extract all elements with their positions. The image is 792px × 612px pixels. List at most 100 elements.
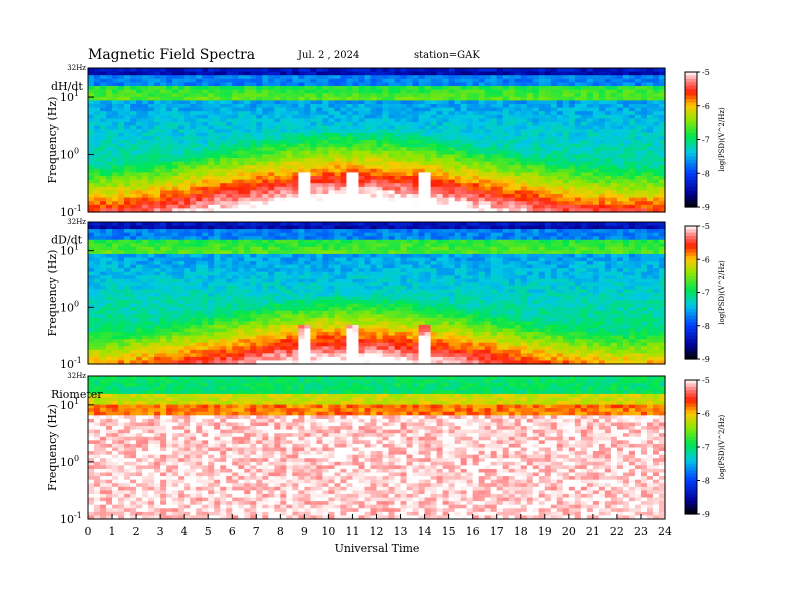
heat-cell <box>100 183 107 188</box>
heat-cell <box>232 201 239 206</box>
heat-cell <box>88 143 95 148</box>
heat-cell <box>106 285 113 291</box>
heat-cell <box>178 300 185 305</box>
heat-cell <box>334 107 342 112</box>
heat-cell <box>478 140 486 145</box>
heat-cell <box>364 143 372 148</box>
heat-cell <box>406 129 414 134</box>
heat-cell <box>184 208 191 213</box>
heat-cell <box>232 111 239 116</box>
heat-cell <box>334 89 342 94</box>
heat-cell <box>436 140 444 145</box>
heat-cell <box>346 82 354 87</box>
heat-cell <box>208 310 215 315</box>
heat-cell <box>334 165 342 170</box>
heat-cell <box>652 154 660 159</box>
heat-cell <box>112 222 119 227</box>
heat-cell <box>160 183 167 188</box>
heat-cell <box>550 104 558 109</box>
heat-cell <box>250 78 257 83</box>
heat-cell <box>106 147 113 152</box>
heat-cell <box>220 78 227 83</box>
heat-cell <box>238 360 245 365</box>
heat-cell <box>424 197 432 202</box>
heat-cell <box>580 154 588 159</box>
heat-cell <box>142 296 149 301</box>
heat-cell <box>190 158 197 163</box>
heat-cell <box>220 293 227 298</box>
heat-cell <box>616 71 624 76</box>
heat-cell <box>598 168 606 173</box>
heat-cell <box>142 257 149 262</box>
heat-cell <box>232 172 239 177</box>
heat-cell <box>154 82 161 87</box>
heat-cell <box>310 190 317 195</box>
heat-cell <box>226 225 233 230</box>
heat-cell <box>412 136 420 141</box>
heat-cell <box>412 82 420 87</box>
heat-cell <box>280 158 287 163</box>
heat-cell <box>214 282 221 287</box>
heat-cell <box>400 125 408 130</box>
heat-cell <box>310 150 317 155</box>
heat-cell <box>136 154 143 159</box>
heat-cell <box>184 71 191 76</box>
heat-cell <box>136 250 143 255</box>
heat-cell <box>136 285 143 291</box>
heat-cell <box>88 268 95 273</box>
heat-cell <box>202 143 209 148</box>
heat-cell <box>256 136 263 141</box>
heat-cell <box>94 68 101 73</box>
heat-cell <box>496 147 504 152</box>
heat-cell <box>88 349 95 354</box>
heat-cell <box>118 328 125 333</box>
heat-cell <box>184 140 191 145</box>
heat-cell <box>196 225 203 230</box>
heat-cell <box>526 172 534 177</box>
heat-cell <box>304 129 311 134</box>
heat-cell <box>466 86 474 91</box>
heat-cell <box>142 243 149 248</box>
heat-cell <box>592 190 600 195</box>
heat-cell <box>136 71 143 76</box>
heat-cell <box>106 96 113 101</box>
heat-cell <box>220 93 227 98</box>
heat-cell <box>172 342 179 347</box>
heat-cell <box>226 271 233 276</box>
heat-cell <box>634 104 642 109</box>
heat-cell <box>658 129 666 134</box>
heat-cell <box>472 82 480 87</box>
heat-cell <box>238 161 245 166</box>
heat-cell <box>622 143 630 148</box>
heat-cell <box>460 179 468 184</box>
heat-cell <box>502 179 510 184</box>
heat-cell <box>580 176 588 181</box>
heat-cell <box>472 75 480 80</box>
heat-cell <box>406 176 414 181</box>
heat-cell <box>466 71 474 76</box>
heat-cell <box>400 165 408 170</box>
heat-cell <box>148 75 155 80</box>
heat-cell <box>238 186 245 191</box>
heat-cell <box>460 132 468 137</box>
heat-cell <box>640 165 648 170</box>
heat-cell <box>130 328 137 333</box>
heat-cell <box>508 78 516 83</box>
heat-cell <box>508 183 516 188</box>
heat-cell <box>394 71 402 76</box>
heat-cell <box>106 317 113 322</box>
heat-cell <box>400 93 408 98</box>
heat-cell <box>580 86 588 91</box>
heat-cell <box>118 179 125 184</box>
heat-cell <box>454 172 462 177</box>
heat-cell <box>550 96 558 101</box>
heat-cell <box>94 300 101 305</box>
heat-cell <box>550 136 558 141</box>
heat-cell <box>322 140 330 145</box>
heat-cell <box>250 158 257 163</box>
heat-cell <box>196 271 203 276</box>
heat-cell <box>484 143 492 148</box>
heat-cell <box>442 96 450 101</box>
heat-cell <box>346 201 354 206</box>
heat-cell <box>178 317 185 322</box>
